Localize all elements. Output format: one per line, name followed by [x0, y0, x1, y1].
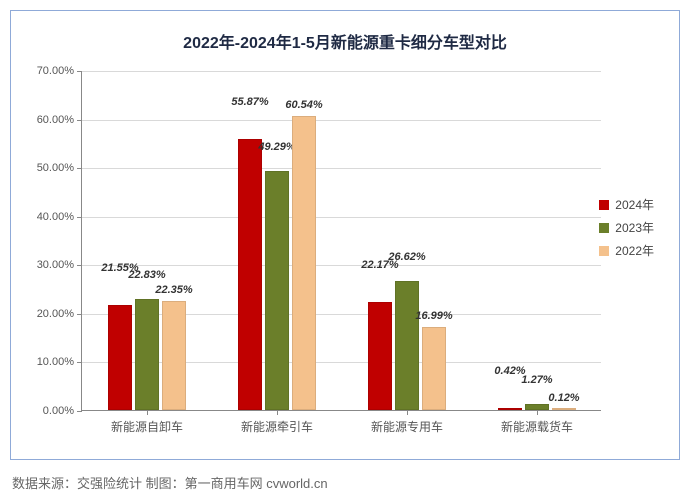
- gridline: [82, 265, 601, 266]
- y-tickmark: [77, 362, 82, 363]
- y-tick-label: 40.00%: [14, 211, 74, 223]
- y-tickmark: [77, 314, 82, 315]
- gridline: [82, 362, 601, 363]
- chart-frame: 2022年-2024年1-5月新能源重卡细分车型对比 0.00%10.00%20…: [10, 10, 680, 460]
- x-tickmark: [277, 410, 278, 415]
- bar-value-label: 22.83%: [128, 269, 165, 281]
- bar: [265, 171, 289, 410]
- y-tickmark: [77, 217, 82, 218]
- x-category-label: 新能源专用车: [371, 418, 443, 435]
- x-category-label: 新能源载货车: [501, 418, 573, 435]
- legend-label: 2023年: [615, 219, 654, 236]
- y-tickmark: [77, 71, 82, 72]
- bar-value-label: 22.35%: [155, 284, 192, 296]
- y-tick-label: 50.00%: [14, 162, 74, 174]
- plot-area: 0.00%10.00%20.00%30.00%40.00%50.00%60.00…: [81, 71, 601, 411]
- y-tick-label: 70.00%: [14, 65, 74, 77]
- y-tickmark: [77, 411, 82, 412]
- y-tick-label: 30.00%: [14, 259, 74, 271]
- legend-item: 2023年: [599, 219, 654, 236]
- y-tickmark: [77, 265, 82, 266]
- bar-value-label: 0.12%: [548, 392, 579, 404]
- gridline: [82, 71, 601, 72]
- bar: [422, 327, 446, 410]
- legend-item: 2022年: [599, 242, 654, 259]
- bar: [292, 116, 316, 410]
- bar: [552, 408, 576, 410]
- gridline: [82, 314, 601, 315]
- bar-value-label: 49.29%: [258, 141, 295, 153]
- bar-value-label: 1.27%: [521, 374, 552, 386]
- bar-value-label: 16.99%: [415, 310, 452, 322]
- bar: [238, 139, 262, 410]
- bar: [525, 404, 549, 410]
- y-tickmark: [77, 168, 82, 169]
- y-tick-label: 60.00%: [14, 114, 74, 126]
- y-tickmark: [77, 120, 82, 121]
- x-tickmark: [407, 410, 408, 415]
- source-line: 数据来源：交强险统计 制图：第一商用车网 cvworld.cn: [12, 473, 328, 492]
- legend-swatch: [599, 246, 609, 256]
- x-tickmark: [537, 410, 538, 415]
- bar-value-label: 55.87%: [231, 96, 268, 108]
- x-category-label: 新能源自卸车: [111, 418, 183, 435]
- gridline: [82, 168, 601, 169]
- legend-swatch: [599, 200, 609, 210]
- bar-value-label: 26.62%: [388, 251, 425, 263]
- chart-title: 2022年-2024年1-5月新能源重卡细分车型对比: [11, 29, 679, 53]
- legend-item: 2024年: [599, 196, 654, 213]
- legend-label: 2024年: [615, 196, 654, 213]
- legend-label: 2022年: [615, 242, 654, 259]
- gridline: [82, 120, 601, 121]
- y-tick-label: 20.00%: [14, 308, 74, 320]
- y-tick-label: 10.00%: [14, 356, 74, 368]
- bar: [368, 302, 392, 410]
- gridline: [82, 217, 601, 218]
- y-tick-label: 0.00%: [14, 405, 74, 417]
- bar: [162, 301, 186, 410]
- bar: [135, 299, 159, 410]
- x-tickmark: [147, 410, 148, 415]
- bar: [395, 281, 419, 410]
- bar: [498, 408, 522, 410]
- bar-value-label: 60.54%: [285, 99, 322, 111]
- legend-swatch: [599, 223, 609, 233]
- bar: [108, 305, 132, 410]
- legend: 2024年 2023年 2022年: [599, 196, 654, 265]
- x-category-label: 新能源牵引车: [241, 418, 313, 435]
